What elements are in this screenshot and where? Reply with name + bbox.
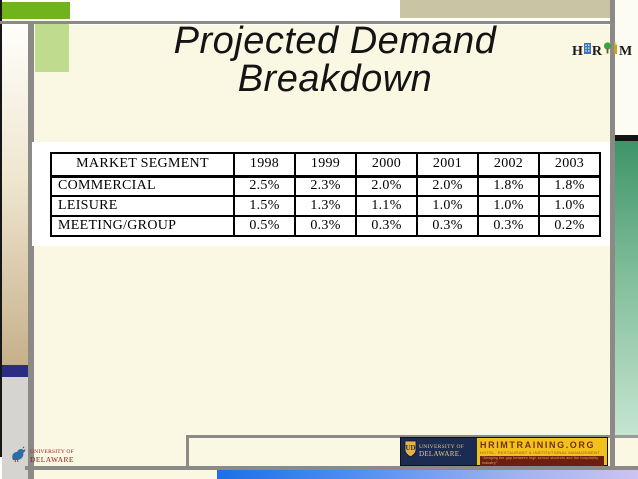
cell: 0.3%	[416, 215, 479, 237]
left-edge-line	[0, 0, 2, 457]
top-green-rectangle	[2, 2, 70, 19]
left-navy-band	[2, 365, 28, 377]
title-line-2: Breakdown	[237, 58, 433, 100]
bottom-blue-gradient-bar	[217, 470, 638, 479]
col-header-1998: 1998	[233, 152, 296, 178]
cell: 0.5%	[233, 215, 296, 237]
cell: 0.3%	[294, 215, 357, 237]
hrim-letter-m: M	[619, 44, 633, 59]
light-green-square	[35, 24, 69, 72]
cell: 1.3%	[294, 195, 357, 217]
svg-text:UD: UD	[405, 444, 415, 452]
segment-label: MEETING/GROUP	[50, 215, 235, 237]
hrimtraining-banner: UD UNIVERSITY OF DELAWARE. HRIMTRAINING.…	[400, 437, 608, 466]
cell: 1.0%	[477, 195, 540, 217]
ud-banner-left: UD UNIVERSITY OF DELAWARE.	[401, 438, 477, 465]
cell: 1.8%	[538, 175, 601, 197]
cell: 1.8%	[477, 175, 540, 197]
segment-label: LEISURE	[50, 195, 235, 217]
cell: 2.0%	[355, 175, 418, 197]
tree-icon	[603, 41, 612, 59]
ud-hen-logo: UNIVERSITY OF DELAWARE	[10, 445, 74, 468]
ud-hen-line2: DELAWARE	[30, 454, 74, 464]
cell: 0.3%	[355, 215, 418, 237]
table-header-row: MARKET SEGMENT 1998 1999 2000 2001 2002 …	[50, 152, 601, 178]
right-column-top	[615, 0, 638, 135]
hrim-letter-h: H	[572, 44, 583, 59]
bottom-cream-patch	[34, 470, 217, 479]
col-header-2002: 2002	[477, 152, 540, 178]
ud-shield-icon: UD	[404, 440, 417, 463]
left-gray-strip	[2, 377, 28, 479]
cell: 1.0%	[538, 195, 601, 217]
projected-demand-table: MARKET SEGMENT 1998 1999 2000 2001 2002 …	[50, 152, 601, 237]
cell: 2.3%	[294, 175, 357, 197]
banner-subtitle: HOTEL, RESTAURANT & INSTITUTIONAL MANAGE…	[480, 450, 601, 455]
col-header-2003: 2003	[538, 152, 601, 178]
bottom-horizontal-rule	[25, 466, 638, 470]
cell: 1.1%	[355, 195, 418, 217]
banner-tagline: "Bridging the gap between high school st…	[480, 456, 604, 466]
table-row: MEETING/GROUP 0.5% 0.3% 0.3% 0.3% 0.3% 0…	[50, 215, 601, 237]
ud-banner-delaware: DELAWARE.	[419, 449, 462, 458]
hrim-letter-r: R	[591, 44, 603, 59]
col-header-1999: 1999	[294, 152, 357, 178]
right-green-strip	[615, 141, 638, 435]
hen-icon	[10, 445, 28, 468]
slide-title: Projected Demand Breakdown	[55, 22, 615, 98]
table-row: LEISURE 1.5% 1.3% 1.1% 1.0% 1.0% 1.0%	[50, 195, 601, 217]
col-header-2001: 2001	[416, 152, 479, 178]
ud-banner-wordmark: UNIVERSITY OF DELAWARE.	[419, 445, 464, 458]
cell: 1.0%	[416, 195, 479, 217]
banner-gold-section: HRIMTRAINING.ORG HOTEL, RESTAURANT & INS…	[477, 438, 607, 466]
right-black-line	[615, 135, 638, 141]
ud-hen-line1: UNIVERSITY OF	[30, 449, 74, 455]
right-vertical-rule	[610, 0, 615, 470]
hrim-logo: H R M	[572, 41, 633, 59]
cell: 1.5%	[233, 195, 296, 217]
cell: 0.3%	[477, 215, 540, 237]
top-khaki-rectangle	[400, 0, 610, 18]
cell: 0.2%	[538, 215, 601, 237]
building-icon	[583, 41, 591, 59]
slide-background	[2, 25, 610, 468]
right-gray-line	[615, 435, 638, 438]
col-header-market-segment: MARKET SEGMENT	[50, 152, 235, 178]
cell: 2.0%	[416, 175, 479, 197]
col-header-2000: 2000	[355, 152, 418, 178]
title-line-1: Projected Demand	[173, 20, 497, 62]
left-vertical-rule	[28, 21, 34, 479]
banner-url: HRIMTRAINING.ORG	[480, 440, 596, 450]
left-tan-strip	[2, 25, 28, 365]
ud-banner-university: UNIVERSITY OF	[419, 444, 465, 451]
segment-label: COMMERCIAL	[50, 175, 235, 197]
ud-hen-wordmark: UNIVERSITY OF DELAWARE	[30, 449, 74, 464]
cell: 2.5%	[233, 175, 296, 197]
candle-icon	[613, 41, 618, 59]
table-row: COMMERCIAL 2.5% 2.3% 2.0% 2.0% 1.8% 1.8%	[50, 175, 601, 197]
top-horizontal-rule	[0, 21, 638, 24]
right-cream-square	[615, 438, 638, 467]
